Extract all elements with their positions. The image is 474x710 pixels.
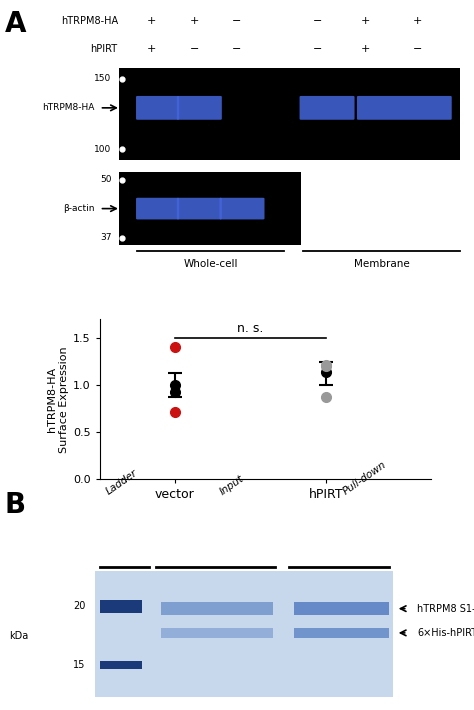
Text: n. s.: n. s. [237, 322, 264, 335]
FancyBboxPatch shape [177, 96, 222, 120]
Text: 37: 37 [100, 233, 111, 242]
Bar [161, 628, 273, 638]
Bar [294, 603, 389, 615]
Text: Whole-cell: Whole-cell [184, 259, 238, 269]
Text: Input: Input [218, 473, 246, 497]
Text: Ladder: Ladder [104, 468, 139, 497]
Bar [100, 662, 142, 669]
FancyBboxPatch shape [219, 198, 264, 219]
Bar [100, 600, 142, 613]
FancyBboxPatch shape [136, 198, 179, 219]
Text: 50: 50 [100, 175, 111, 184]
Text: +: + [190, 16, 199, 26]
FancyBboxPatch shape [357, 96, 452, 120]
Text: Membrane: Membrane [354, 259, 410, 269]
FancyBboxPatch shape [177, 198, 222, 219]
Text: hTRPM8 S1–S4: hTRPM8 S1–S4 [417, 604, 474, 613]
Text: kDa: kDa [9, 631, 29, 641]
Text: 15: 15 [73, 660, 85, 670]
Text: Pull-down: Pull-down [341, 459, 388, 497]
Text: hTRPM8-HA: hTRPM8-HA [62, 16, 119, 26]
Text: +: + [360, 44, 370, 54]
Text: 20: 20 [73, 601, 85, 611]
Text: hTRPM8-HA: hTRPM8-HA [43, 104, 95, 112]
Bar [118, 172, 301, 245]
Text: 100: 100 [94, 145, 111, 153]
Y-axis label: hTRPM8-HA
Surface Expression: hTRPM8-HA Surface Expression [47, 346, 69, 453]
Text: +: + [147, 16, 156, 26]
Text: hPIRT: hPIRT [90, 44, 117, 54]
FancyBboxPatch shape [136, 96, 179, 120]
Text: −: − [313, 44, 322, 54]
Text: β-actin: β-actin [64, 204, 95, 213]
Text: +: + [360, 16, 370, 26]
Text: −: − [232, 44, 242, 54]
Text: 150: 150 [94, 75, 111, 83]
Text: +: + [147, 44, 156, 54]
Text: −: − [232, 16, 242, 26]
Bar [118, 68, 460, 160]
FancyBboxPatch shape [300, 96, 355, 120]
Text: 6×His-hPIRT: 6×His-hPIRT [417, 628, 474, 638]
Bar [95, 572, 393, 697]
Bar [294, 628, 389, 638]
Text: −: − [190, 44, 199, 54]
Text: A: A [5, 10, 26, 38]
Text: −: − [313, 16, 322, 26]
Text: +: + [412, 16, 422, 26]
Bar [161, 603, 273, 615]
Text: −: − [412, 44, 422, 54]
Text: B: B [5, 491, 26, 519]
